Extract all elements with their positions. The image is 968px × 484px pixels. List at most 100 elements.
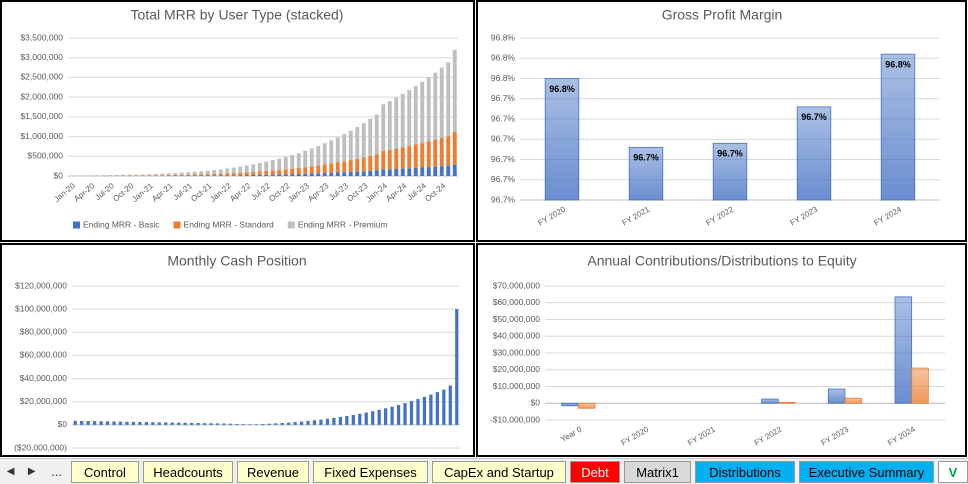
bar <box>420 143 425 168</box>
bar <box>261 423 265 425</box>
bar <box>257 171 262 175</box>
bar <box>413 144 418 168</box>
bar <box>452 49 457 132</box>
bar <box>209 423 213 425</box>
y-tick-label: $2,500,000 <box>20 72 63 82</box>
bar <box>374 114 379 155</box>
bar <box>351 414 355 425</box>
panel <box>0 243 475 457</box>
bar <box>894 296 913 404</box>
bar <box>238 172 243 176</box>
y-tick-label: $40,000,000 <box>20 373 68 383</box>
bar <box>179 174 184 176</box>
bar <box>287 422 291 425</box>
y-tick-label: $1,000,000 <box>20 131 63 141</box>
bar <box>827 388 846 404</box>
bar <box>433 139 438 167</box>
bar <box>342 161 347 173</box>
bar <box>381 169 386 176</box>
bar <box>416 399 420 425</box>
bar <box>403 403 407 425</box>
sheet-tab[interactable]: Executive Summary <box>799 460 934 483</box>
sheet-tab[interactable]: Distributions <box>695 460 795 483</box>
bar <box>199 174 204 176</box>
bar <box>277 169 282 175</box>
bar <box>316 165 321 174</box>
bar <box>439 166 444 176</box>
sheet-tab[interactable]: Revenue <box>237 460 309 483</box>
bar <box>577 402 596 409</box>
bar <box>316 146 321 166</box>
bar <box>192 174 197 176</box>
bar <box>270 174 275 176</box>
bar <box>364 412 368 425</box>
bar <box>426 167 431 176</box>
bar <box>329 172 334 176</box>
bar <box>231 167 236 174</box>
y-tick-label: $30,000,000 <box>493 347 541 357</box>
bar <box>218 175 223 176</box>
bar <box>173 172 178 175</box>
bar <box>222 423 226 425</box>
bar <box>177 422 181 425</box>
bar <box>348 130 353 161</box>
bar <box>322 143 327 165</box>
bar <box>238 175 243 176</box>
bar <box>312 420 317 425</box>
y-tick-label: $120,000,000 <box>15 280 67 290</box>
bar <box>225 168 230 174</box>
legend-label: Ending MRR - Standard <box>184 219 275 229</box>
y-tick-label: $80,000,000 <box>20 327 68 337</box>
bar <box>381 104 386 151</box>
scroll-right[interactable]: ▶ <box>27 466 36 477</box>
panel <box>476 243 967 457</box>
bar <box>183 422 187 425</box>
sheet-tab[interactable]: Matrix1 <box>624 460 691 483</box>
bar <box>426 141 431 168</box>
bar <box>296 153 301 169</box>
bar <box>303 173 308 176</box>
bar <box>407 90 412 146</box>
sheet-tab[interactable]: Headcounts <box>143 460 233 483</box>
bar <box>400 147 405 169</box>
y-tick-label: 96.7% <box>491 174 516 184</box>
bar <box>446 62 451 137</box>
y-tick-label: 96.7% <box>491 194 516 204</box>
bar <box>99 421 103 425</box>
bar <box>290 155 295 169</box>
bar <box>435 392 439 425</box>
bar <box>844 397 863 404</box>
sheet-tab[interactable]: Fixed Expenses <box>313 460 428 483</box>
sheet-tab[interactable]: CapEx and Startup <box>432 460 566 483</box>
data-label: 96.7% <box>717 149 743 159</box>
bar <box>407 168 412 176</box>
scroll-left[interactable]: ◀ <box>6 466 15 477</box>
bar <box>446 136 451 166</box>
bar <box>134 174 139 176</box>
bar <box>108 175 113 176</box>
bar <box>368 155 373 171</box>
bar <box>241 424 245 425</box>
bar <box>277 174 282 176</box>
y-tick-label: $100,000,000 <box>15 303 67 313</box>
bar <box>166 175 171 176</box>
sheet-tab[interactable]: V <box>938 460 968 483</box>
bar <box>153 173 158 176</box>
bar <box>400 93 405 148</box>
bar <box>244 165 249 173</box>
bar <box>561 402 579 407</box>
chart-title: Total MRR by User Type (stacked) <box>131 7 344 23</box>
bar <box>368 118 373 156</box>
bar <box>442 389 446 425</box>
sheet-tab[interactable]: Control <box>71 460 139 483</box>
sheet-tab[interactable]: Debt <box>570 460 620 483</box>
bar <box>448 385 452 425</box>
bar <box>127 174 132 176</box>
more-tabs[interactable]: ... <box>51 464 63 479</box>
bar <box>348 171 353 176</box>
bar <box>325 418 330 425</box>
bar <box>374 170 379 176</box>
bar <box>394 168 399 176</box>
bar <box>338 416 342 425</box>
